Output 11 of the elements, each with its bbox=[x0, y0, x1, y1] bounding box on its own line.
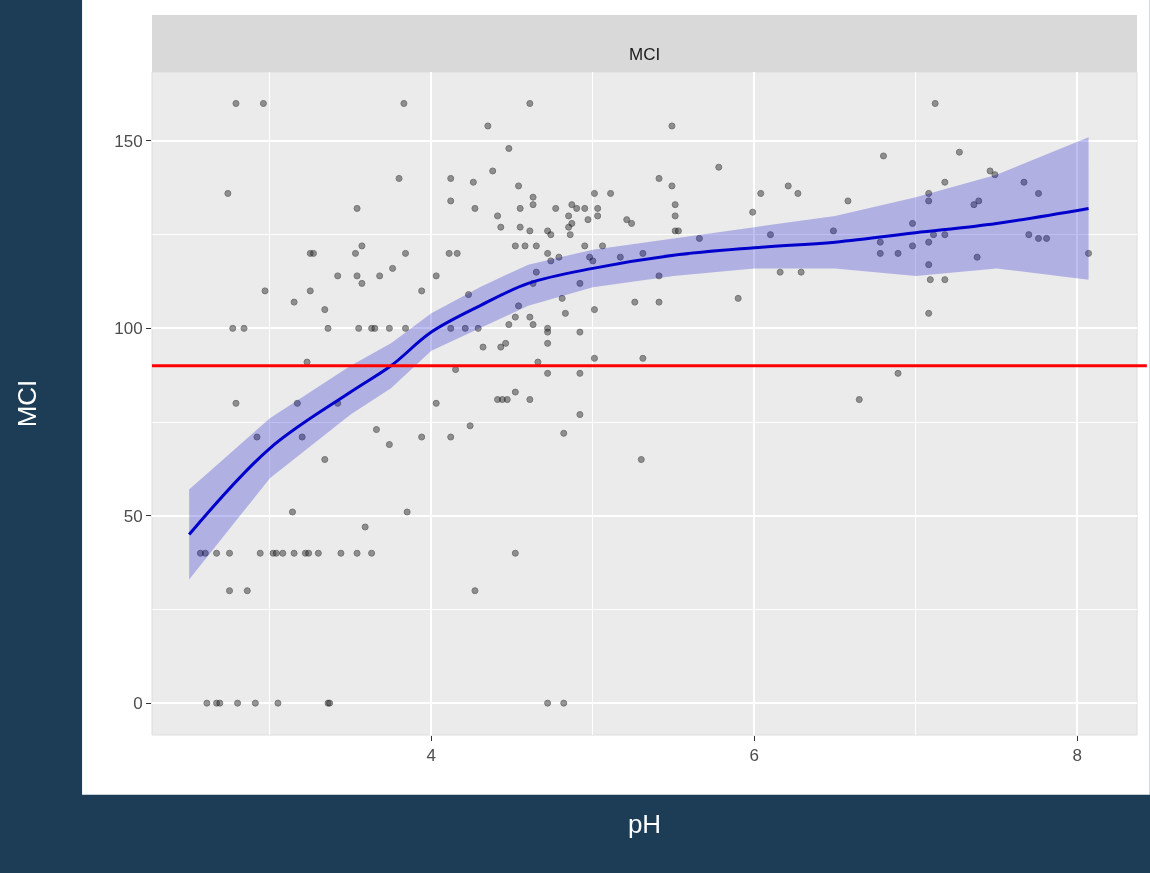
x-tick-label: 6 bbox=[749, 746, 760, 766]
y-tick-label: 150 bbox=[114, 131, 143, 151]
y-axis-title: MCI bbox=[11, 379, 42, 428]
x-tick-label: 8 bbox=[1072, 746, 1082, 766]
y-tick-label: 50 bbox=[123, 506, 143, 526]
x-axis-title: pH bbox=[627, 809, 662, 840]
chart-title: MCI bbox=[629, 45, 661, 64]
line-series bbox=[187, 206, 1091, 536]
x-tick-label: 4 bbox=[426, 746, 437, 766]
y-tick-label: 0 bbox=[133, 694, 143, 714]
y-tick-label: 100 bbox=[114, 319, 143, 339]
